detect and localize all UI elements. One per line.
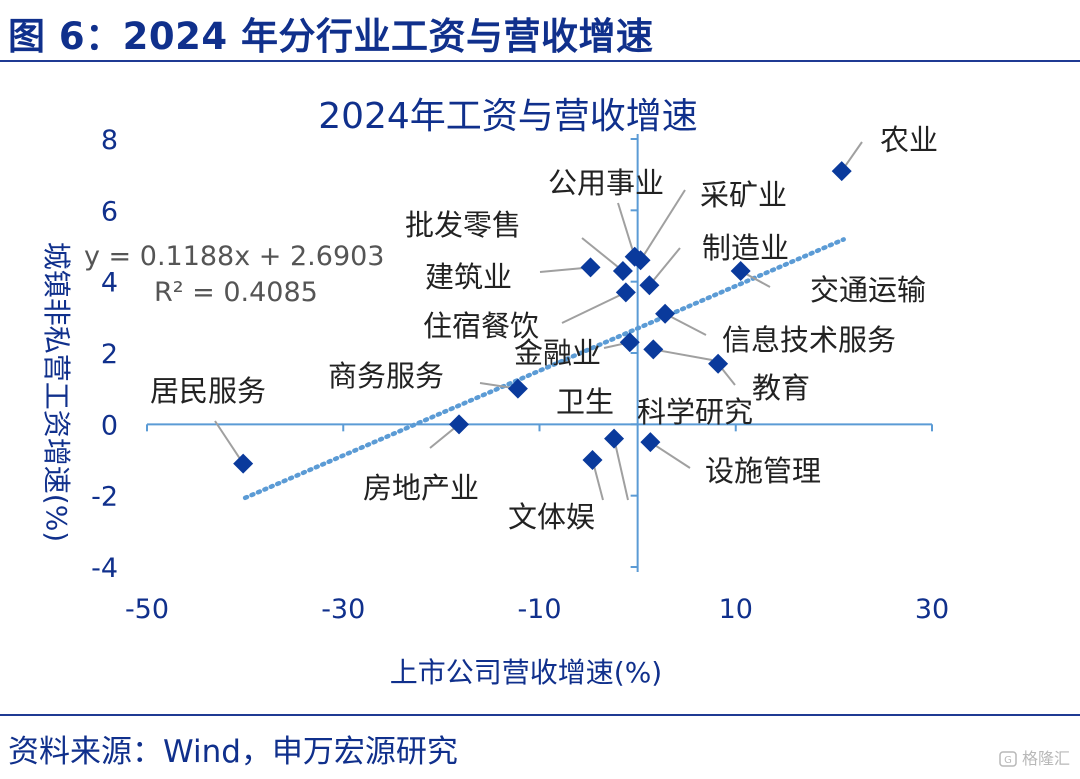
leader-line (581, 237, 624, 272)
data-label: 制造业 (702, 231, 789, 265)
data-label: 信息技术服务 (722, 323, 896, 357)
data-label: 交通运输 (810, 273, 926, 307)
leader-line (617, 202, 636, 257)
data-label: 教育 (752, 371, 810, 405)
data-point (449, 414, 470, 435)
data-label: 农业 (880, 123, 938, 157)
svg-text:G: G (1004, 755, 1012, 766)
data-label: 居民服务 (150, 374, 266, 408)
leader-line (648, 247, 681, 286)
data-point (708, 353, 729, 374)
data-label: 科学研究 (637, 395, 753, 429)
data-point (619, 332, 640, 353)
data-label: 批发零售 (405, 208, 521, 242)
y-tick-label: 6 (101, 196, 118, 227)
data-point (624, 246, 645, 267)
y-tick-label: 2 (101, 339, 118, 370)
chart-title: 2024年工资与营收增速 (318, 96, 698, 137)
data-label: 房地产业 (363, 471, 479, 505)
trend-r2: R² = 0.4085 (154, 277, 318, 308)
data-label: 商务服务 (328, 359, 444, 393)
data-label: 住宿餐饮 (423, 309, 539, 343)
data-point (582, 450, 603, 470)
x-axis-title: 上市公司营收增速(%) (390, 656, 662, 689)
data-point (639, 275, 660, 296)
trend-equation: y = 0.1188x + 2.6903 (84, 241, 384, 272)
y-axis-title: 城镇非私营工资增速(%) (40, 242, 73, 542)
leader-line (653, 348, 713, 361)
x-tick-label: 30 (915, 594, 949, 625)
y-tick-label: 4 (101, 268, 118, 299)
source-rule (0, 714, 1080, 716)
x-tick-label: -10 (517, 594, 561, 625)
leader-line (664, 312, 707, 336)
data-point (604, 428, 625, 449)
data-point (615, 282, 636, 303)
data-point (640, 432, 661, 453)
data-label: 设施管理 (705, 454, 821, 488)
data-point (655, 303, 676, 324)
leader-line (639, 189, 686, 261)
y-tick-label: 8 (101, 125, 118, 156)
watermark-icon: G (999, 751, 1017, 767)
data-point (831, 161, 852, 182)
leader-line (613, 438, 629, 501)
data-point (612, 260, 633, 281)
data-point (233, 453, 254, 474)
title-rule (0, 60, 1080, 62)
y-tick-label: -2 (91, 482, 118, 513)
y-tick-label: -4 (91, 553, 118, 584)
source-note: 资料来源：Wind，申万宏源研究 (8, 734, 458, 770)
data-point (507, 378, 528, 399)
data-label: 文体娱 (508, 500, 595, 534)
leader-line (561, 291, 627, 324)
data-point (730, 260, 751, 281)
data-label: 金融业 (514, 336, 601, 370)
trendline (242, 237, 846, 501)
x-tick-label: 10 (719, 594, 753, 625)
leader-line (649, 441, 691, 469)
data-label: 卫生 (556, 385, 614, 419)
watermark-logo: G 格隆汇 (999, 745, 1070, 769)
data-label: 采矿业 (700, 178, 787, 212)
data-point (643, 339, 664, 360)
x-tick-label: -30 (321, 594, 365, 625)
data-label: 建筑业 (425, 260, 512, 294)
data-label: 公用事业 (548, 166, 664, 200)
leader-line (214, 420, 244, 465)
data-point (580, 257, 601, 278)
x-tick-label: -50 (125, 594, 169, 625)
figure-title: 图 6：2024 年分行业工资与营收增速 (8, 15, 654, 58)
y-tick-label: 0 (101, 410, 118, 441)
